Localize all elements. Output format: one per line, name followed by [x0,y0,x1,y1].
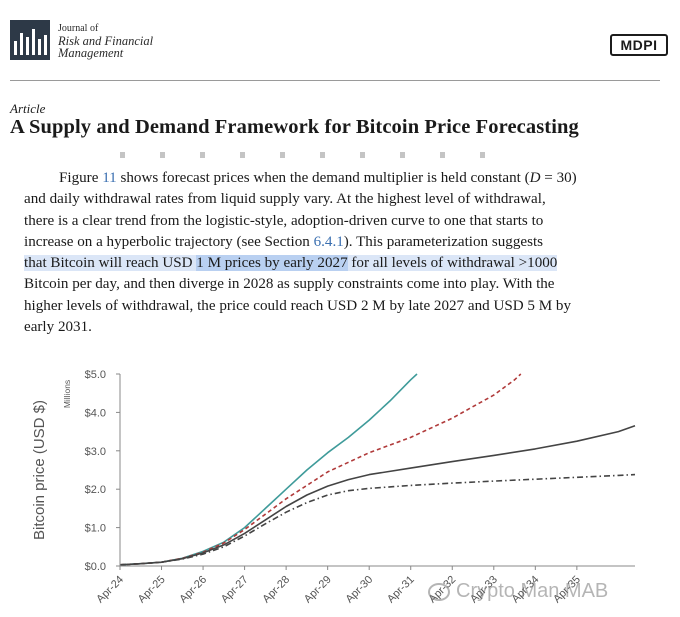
x-tick-label: Apr-24 [94,574,126,606]
clipped-text-line [120,152,490,158]
y-tick-label: $0.0 [85,561,106,573]
header-divider [10,80,660,81]
section-reference-link[interactable]: 6.4.1 [313,233,344,250]
x-tick-label: Apr-29 [302,574,334,606]
variable-d: D [529,170,541,186]
body-line-6: Bitcoin per day, and then diverge in 202… [24,276,555,293]
y-tick-label: $2.0 [85,484,106,496]
watermark-text: Crypto Man MAB [456,580,609,602]
series-line-black-dashdot [119,473,636,566]
body-text: Figure [59,170,103,186]
forecast-chart: Bitcoin price (USD $) Millions $0.0$1.0$… [31,369,636,606]
publisher-logo: MDPI [610,34,668,56]
y-tick-label: $1.0 [85,523,106,535]
figure-reference-link[interactable]: 11 [102,170,117,186]
body-text: ). This parameterization suggests [343,233,544,250]
journal-header: Journal of Risk and Financial Management… [0,0,680,86]
y-tick-label: $3.0 [85,446,106,458]
journal-name: Journal of Risk and Financial Management [58,23,153,59]
journal-logo-icon [10,20,50,60]
y-ticks: $0.0 $1.0 $2.0 $3.0 $4.0 $5.0 [85,369,120,573]
y-tick-label: $5.0 [85,369,106,381]
journal-name-line3: Management [58,46,124,60]
journal-name-line2: Risk and Financial [58,34,154,48]
y-axis-label: Bitcoin price (USD $) [31,400,48,540]
highlighted-text-strong: 1 M prices by early 2027 [196,255,348,272]
highlighted-text: that Bitcoin will reach USD [24,255,197,272]
article-title: A Supply and Demand Framework for Bitcoi… [10,116,579,138]
body-paragraph: Figure 11 shows forecast prices when the… [24,168,668,338]
body-text: shows forecast prices when the demand mu… [116,170,530,186]
x-tick-label: Apr-26 [177,574,209,606]
x-tick-label: Apr-31 [385,574,417,606]
body-line-1: Figure 11 shows forecast prices when the… [24,168,668,189]
wechat-icon [428,582,450,601]
x-tick-label: Apr-30 [343,574,375,606]
body-line-4: increase on a hyperbolic trajectory (see… [24,232,668,253]
body-text: increase on a hyperbolic trajectory (see… [24,233,314,250]
y-tick-label: $4.0 [85,407,106,419]
journal-name-line1: Journal of [58,23,99,34]
series-line-teal [119,373,418,566]
highlighted-text: for all levels of withdrawal >1000 [347,255,558,272]
body-line-3: there is a clear trend from the logistic… [24,212,544,229]
series-line-red-dashed [119,373,522,566]
x-tick-label: Apr-28 [260,574,292,606]
series-lines [119,373,636,566]
body-line-8: early 2031. [24,319,92,336]
series-line-black-solid [119,425,636,566]
article-type: Article [10,101,46,116]
body-line-7: higher levels of withdrawal, the price c… [24,297,572,314]
watermark: Crypto Man MAB [428,580,608,603]
x-tick-label: Apr-25 [136,574,168,606]
body-text: = 30) [540,170,577,186]
x-tick-label: Apr-27 [219,574,251,606]
body-line-5: that Bitcoin will reach USD 1 M prices b… [24,253,668,274]
y-axis-unit: Millions [62,380,72,408]
body-line-2: and daily withdrawal rates from liquid s… [24,191,546,208]
